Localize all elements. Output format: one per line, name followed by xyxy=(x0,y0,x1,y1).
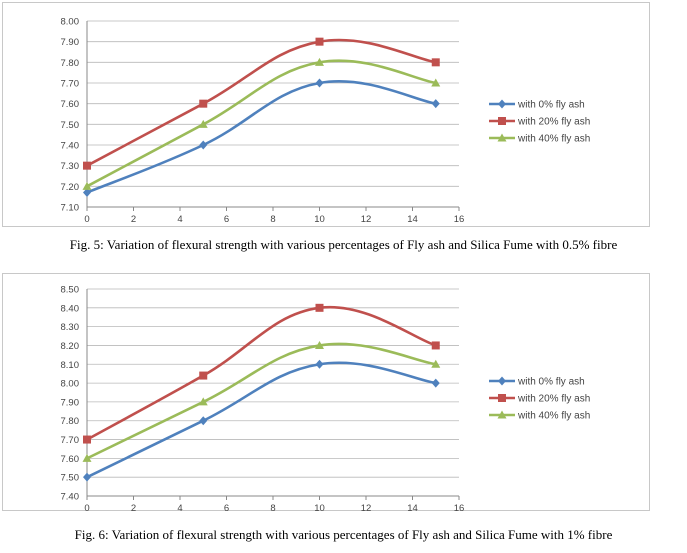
x-tick-label: 4 xyxy=(177,214,182,225)
y-tick-label: 8.00 xyxy=(61,17,80,28)
legend-marker-square xyxy=(498,394,506,402)
data-point-square xyxy=(315,37,324,46)
x-tick-label: 10 xyxy=(314,503,325,514)
series-line xyxy=(86,305,437,441)
legend-label: with 20% fly ash xyxy=(517,117,590,128)
data-point-square xyxy=(315,303,324,312)
x-tick-label: 10 xyxy=(314,214,325,225)
y-tick-label: 8.20 xyxy=(61,341,80,352)
chart-fig6: 7.40 7.50 7.60 7.70 7.80 7.90 8.00 8.10 8.20 8.30… xyxy=(61,285,591,515)
legend-marker-diamond xyxy=(498,376,506,386)
y-tick-label: 7.10 xyxy=(61,203,80,214)
data-point-square xyxy=(431,58,440,67)
x-tick-label: 2 xyxy=(131,503,136,514)
data-point-diamond xyxy=(199,416,208,426)
x-tick-label: 0 xyxy=(84,503,89,514)
y-tick-label: 7.40 xyxy=(61,492,80,503)
data-point-triangle xyxy=(198,119,208,128)
y-tick-label: 7.60 xyxy=(61,99,80,110)
chart-fig5: 7.10 7.20 7.30 7.40 7.50 7.60 7.70 7.80 7.90 8.00… xyxy=(61,17,591,226)
x-tick-label: 16 xyxy=(454,214,465,225)
y-tick-label: 7.50 xyxy=(61,120,80,131)
series-with-0pct-fly-ash xyxy=(83,78,440,198)
data-point-diamond xyxy=(431,99,440,109)
y-tick-label: 7.90 xyxy=(61,397,80,408)
legend-label: with 40% fly ash xyxy=(517,411,590,422)
y-tick-label: 7.30 xyxy=(61,161,80,172)
legend-label: with 20% fly ash xyxy=(517,394,590,405)
data-point-square xyxy=(199,371,208,380)
data-point-square xyxy=(83,435,91,444)
gridlines xyxy=(87,20,459,208)
x-tick-label: 8 xyxy=(270,214,275,225)
chart-panel-fig5: 7.10 7.20 7.30 7.40 7.50 7.60 7.70 7.80 7.90 8.00… xyxy=(2,2,650,227)
y-tick-label: 7.80 xyxy=(61,58,80,69)
x-tick-label: 8 xyxy=(270,503,275,514)
x-tick-label: 0 xyxy=(84,214,89,225)
x-tick-label: 6 xyxy=(224,503,229,514)
legend: with 0% fly ash with 20% fly ash with 40% … xyxy=(489,376,590,422)
data-point-triangle xyxy=(82,181,92,190)
y-tick-label: 7.70 xyxy=(61,435,80,446)
series-line xyxy=(86,342,436,460)
y-tick-label: 8.50 xyxy=(61,285,80,296)
data-point-diamond xyxy=(315,359,324,369)
series-line xyxy=(86,361,436,479)
legend-marker-diamond xyxy=(498,99,506,109)
series-with-40pct-fly-ash xyxy=(82,57,441,190)
data-point-triangle xyxy=(315,340,324,349)
data-point-diamond xyxy=(199,140,208,150)
y-tick-label: 8.10 xyxy=(61,360,80,371)
x-tick-label: 6 xyxy=(224,214,229,225)
data-point-diamond xyxy=(431,378,440,388)
legend-marker-triangle xyxy=(497,133,507,142)
series-with-40pct-fly-ash xyxy=(82,340,441,462)
y-tick-label: 7.80 xyxy=(61,416,80,427)
y-tick-label: 7.20 xyxy=(61,182,80,193)
data-point-diamond xyxy=(315,78,324,88)
legend-label: with 0% fly ash xyxy=(517,100,585,111)
x-tick-label: 12 xyxy=(361,214,372,225)
figure-caption-fig5: Fig. 5: Variation of flexural strength w… xyxy=(69,237,618,252)
data-point-diamond xyxy=(83,472,91,482)
data-point-square xyxy=(199,99,208,108)
y-tick-label: 7.40 xyxy=(61,141,80,152)
gridlines xyxy=(87,288,459,497)
data-point-triangle xyxy=(82,453,92,462)
y-tick-label: 7.70 xyxy=(61,79,80,90)
legend-label: with 40% fly ash xyxy=(517,134,590,145)
legend-label: with 0% fly ash xyxy=(517,377,585,388)
series-with-0pct-fly-ash xyxy=(83,359,440,482)
legend: with 0% fly ash with 20% fly ash with 40% … xyxy=(489,99,590,145)
y-tick-label: 7.60 xyxy=(61,454,80,465)
chart-panel-fig6: 7.40 7.50 7.60 7.70 7.80 7.90 8.00 8.10 8.20 8.30… xyxy=(2,273,650,515)
series-line xyxy=(86,38,436,167)
series-with-20pct-fly-ash xyxy=(83,303,440,444)
x-tick-label: 14 xyxy=(407,214,418,225)
data-point-square xyxy=(83,161,91,170)
figure-caption-fig6: Fig. 6: Variation of flexural strength w… xyxy=(74,527,613,542)
y-tick-label: 8.30 xyxy=(61,322,80,333)
series-line xyxy=(86,80,436,194)
data-point-diamond xyxy=(83,188,91,198)
y-tick-label: 7.90 xyxy=(61,37,80,48)
data-point-triangle xyxy=(315,57,324,66)
data-point-square xyxy=(431,341,440,350)
data-point-triangle xyxy=(431,78,441,87)
y-tick-label: 8.40 xyxy=(61,303,80,314)
series-line xyxy=(86,59,436,188)
y-tick-label: 7.50 xyxy=(61,473,80,484)
legend-marker-triangle xyxy=(497,410,507,419)
x-tick-label: 2 xyxy=(131,214,136,225)
y-tick-label: 8.00 xyxy=(61,379,80,390)
data-point-triangle xyxy=(431,359,441,368)
data-point-triangle xyxy=(198,397,208,406)
x-tick-label: 16 xyxy=(454,503,465,514)
x-tick-label: 12 xyxy=(361,503,372,514)
legend-marker-square xyxy=(498,117,506,125)
x-tick-label: 4 xyxy=(177,503,182,514)
series-with-20pct-fly-ash xyxy=(83,37,440,170)
x-tick-label: 14 xyxy=(407,503,418,514)
